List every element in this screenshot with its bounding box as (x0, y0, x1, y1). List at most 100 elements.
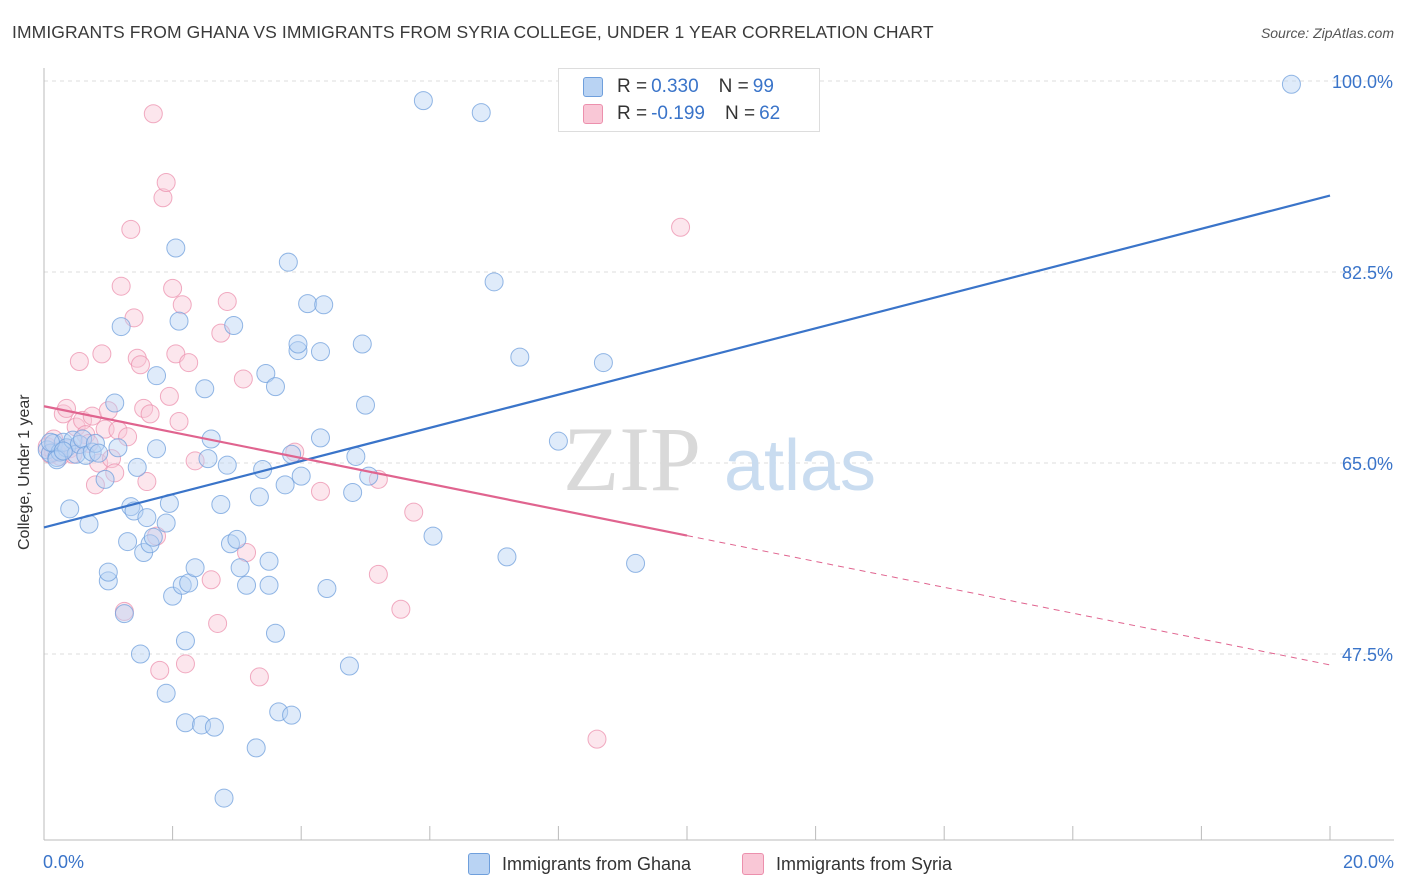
n-label: N = (724, 103, 756, 124)
legend-swatch-syria (742, 853, 764, 875)
r-value-ghana: 0.330 (651, 76, 699, 97)
data-point (95, 469, 115, 489)
data-point (626, 553, 646, 573)
trend-line-syria-extension (686, 535, 1331, 666)
data-point (275, 475, 295, 495)
data-point (288, 334, 308, 354)
n-label: N = (718, 76, 749, 97)
data-point (156, 513, 176, 533)
data-point (346, 446, 366, 466)
data-point (256, 364, 276, 384)
data-point (153, 188, 173, 208)
data-point (175, 713, 195, 733)
data-point (195, 379, 215, 399)
data-point (368, 564, 388, 584)
data-point (356, 395, 375, 415)
syria-swatch (583, 104, 603, 124)
data-point (143, 104, 163, 124)
data-point (105, 393, 125, 413)
data-point (105, 463, 125, 483)
data-point (310, 481, 330, 501)
data-point (98, 562, 118, 582)
trend-line-syria (43, 405, 688, 537)
watermark: ZIP atlas (563, 408, 876, 510)
data-point (118, 427, 138, 447)
data-point (166, 238, 186, 258)
data-point (179, 353, 199, 373)
data-point (352, 334, 372, 354)
data-point (587, 729, 607, 749)
axes (43, 68, 1394, 841)
data-point (130, 644, 150, 664)
data-point (163, 278, 183, 298)
data-point (60, 499, 80, 519)
data-point (339, 656, 359, 676)
data-point (175, 654, 195, 674)
data-point (217, 455, 237, 475)
watermark-atlas: atlas (724, 426, 876, 506)
data-point (163, 586, 183, 606)
trend-lines (43, 194, 1331, 666)
data-point (111, 276, 131, 296)
y-tick-label: 65.0% (1342, 454, 1393, 474)
data-point (291, 466, 311, 486)
data-point (259, 551, 279, 571)
stats-row-ghana: R = 0.330 N = 99 (583, 74, 774, 100)
data-point (156, 173, 176, 193)
x-tick-min: 0.0% (43, 852, 85, 872)
stats-row-syria: R = -0.199 N = 62 (583, 101, 780, 127)
data-point (217, 291, 237, 311)
data-point (118, 532, 138, 552)
data-point (310, 342, 330, 362)
data-point (159, 386, 179, 406)
data-point (314, 295, 334, 315)
data-point (185, 558, 205, 578)
legend-label-syria: Immigrants from Syria (776, 853, 953, 874)
data-point (156, 683, 176, 703)
x-tick-max: 20.0% (1342, 852, 1394, 872)
y-axis-label: College, Under 1 year (16, 394, 33, 550)
legend-item-syria[interactable]: Immigrants from Syria (742, 853, 952, 875)
data-point (237, 575, 257, 595)
data-point (150, 660, 170, 680)
data-point (130, 355, 150, 375)
data-point (343, 482, 363, 502)
data-point (317, 579, 337, 599)
data-point (269, 702, 289, 722)
data-point (246, 738, 266, 758)
data-point (484, 272, 504, 292)
data-point (227, 529, 247, 549)
stats-box: R = 0.330 N = 99 R = -0.199 N = 62 (558, 68, 820, 132)
data-point (53, 441, 73, 461)
data-point (278, 252, 298, 272)
data-point (169, 412, 189, 432)
data-point (391, 599, 411, 619)
source-credit: Source: ZipAtlas.com (1260, 25, 1394, 41)
legend-item-ghana[interactable]: Immigrants from Ghana (468, 853, 691, 875)
r-value-syria: -0.199 (651, 103, 705, 124)
data-point (265, 623, 285, 643)
data-point (147, 439, 167, 459)
n-value-ghana: 99 (752, 76, 774, 97)
data-point (201, 570, 221, 590)
chart-title: IMMIGRANTS FROM GHANA VS IMMIGRANTS FROM… (12, 22, 934, 42)
y-tick-label: 100.0% (1332, 72, 1393, 92)
n-value-syria: 62 (759, 103, 781, 124)
data-point (108, 438, 128, 458)
data-point (208, 613, 228, 633)
data-point (169, 311, 189, 331)
data-point (224, 315, 244, 335)
data-point (121, 219, 141, 239)
data-point (310, 428, 330, 448)
data-point (282, 705, 302, 725)
data-point (548, 431, 568, 451)
data-point (175, 631, 195, 651)
ghana-swatch (583, 77, 603, 97)
data-point (423, 526, 443, 546)
data-point (89, 443, 109, 463)
data-point (259, 575, 279, 595)
data-point (172, 295, 192, 315)
ghana-points (37, 74, 1301, 808)
data-point (471, 103, 491, 123)
data-point (204, 717, 224, 737)
